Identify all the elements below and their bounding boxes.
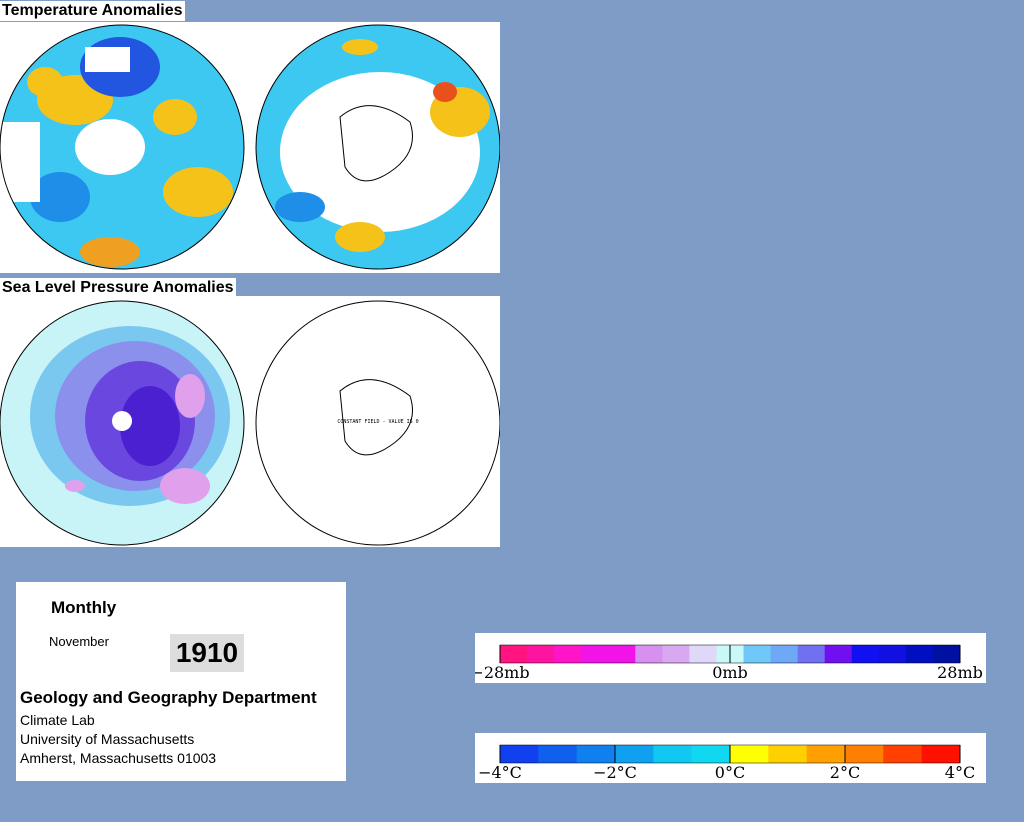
info-box: Monthly November 1910 Geology and Geogra… [16, 582, 346, 781]
address-line: Climate Lab [20, 712, 95, 728]
map-note: CONSTANT FIELD - VALUE IS 0 [337, 419, 418, 425]
temperature-maps [0, 24, 501, 270]
legend-swatch [500, 645, 528, 663]
pressure-maps: CONSTANT FIELD - VALUE IS 0 [0, 300, 501, 546]
legend-label: 4°C [945, 763, 975, 782]
legend-swatch [608, 645, 636, 663]
legend-label: 28mb [937, 663, 983, 682]
legend-label: −28mb [475, 663, 530, 682]
address-line: University of Massachusetts [20, 731, 195, 747]
legend-swatch [770, 645, 799, 663]
period: Monthly [51, 598, 117, 617]
legend-swatch [554, 645, 582, 663]
legend-swatch [730, 745, 769, 763]
legend-swatch [691, 745, 731, 763]
legend-label: −4°C [478, 763, 522, 782]
legend-swatch [615, 745, 654, 763]
legend-swatch [635, 645, 663, 663]
legend-label: −2°C [593, 763, 637, 782]
legend-swatch [576, 745, 616, 763]
map-panel [0, 22, 501, 273]
legend-label: 0mb [712, 663, 748, 682]
legend-swatch [743, 645, 772, 663]
department: Geology and Geography Department [20, 688, 317, 707]
temperature-legend: −4°C −2°C 0°C 2°C 4°C [475, 733, 986, 783]
legend-bar: −4°C −2°C 0°C 2°C 4°C [478, 744, 975, 782]
section-title: Temperature Anomalies [0, 1, 185, 21]
legend-swatch [662, 645, 690, 663]
legend-swatch [824, 645, 853, 663]
pressure-legend: −28mb 0mb 28mb [475, 633, 986, 683]
legend-swatch [932, 645, 961, 663]
legend-swatch [689, 645, 717, 663]
address-line: Amherst, Massachusetts 01003 [20, 750, 217, 766]
legend-label: 2°C [830, 763, 860, 782]
legend-swatch [806, 745, 846, 763]
legend-swatch [851, 645, 880, 663]
legend-swatch [581, 645, 609, 663]
legend-swatch [768, 745, 808, 763]
north-pressure-map [0, 301, 244, 545]
legend-swatch [797, 645, 826, 663]
legend-bar: −28mb 0mb 28mb [475, 644, 983, 682]
legend-swatch [883, 745, 923, 763]
legend-swatch [905, 645, 934, 663]
month: November [49, 634, 109, 649]
legend-swatch [500, 745, 539, 763]
legend-swatch [527, 645, 555, 663]
legend-swatch [845, 745, 884, 763]
legend-swatch [921, 745, 961, 763]
legend-swatch [538, 745, 578, 763]
year: 1910 [170, 634, 244, 672]
section-title: Sea Level Pressure Anomalies [0, 278, 236, 298]
south-temp-map [256, 25, 500, 269]
legend-label: 0°C [715, 763, 745, 782]
legend-swatch [878, 645, 907, 663]
legend-swatch [653, 745, 693, 763]
map-panel: CONSTANT FIELD - VALUE IS 0 [0, 296, 501, 547]
